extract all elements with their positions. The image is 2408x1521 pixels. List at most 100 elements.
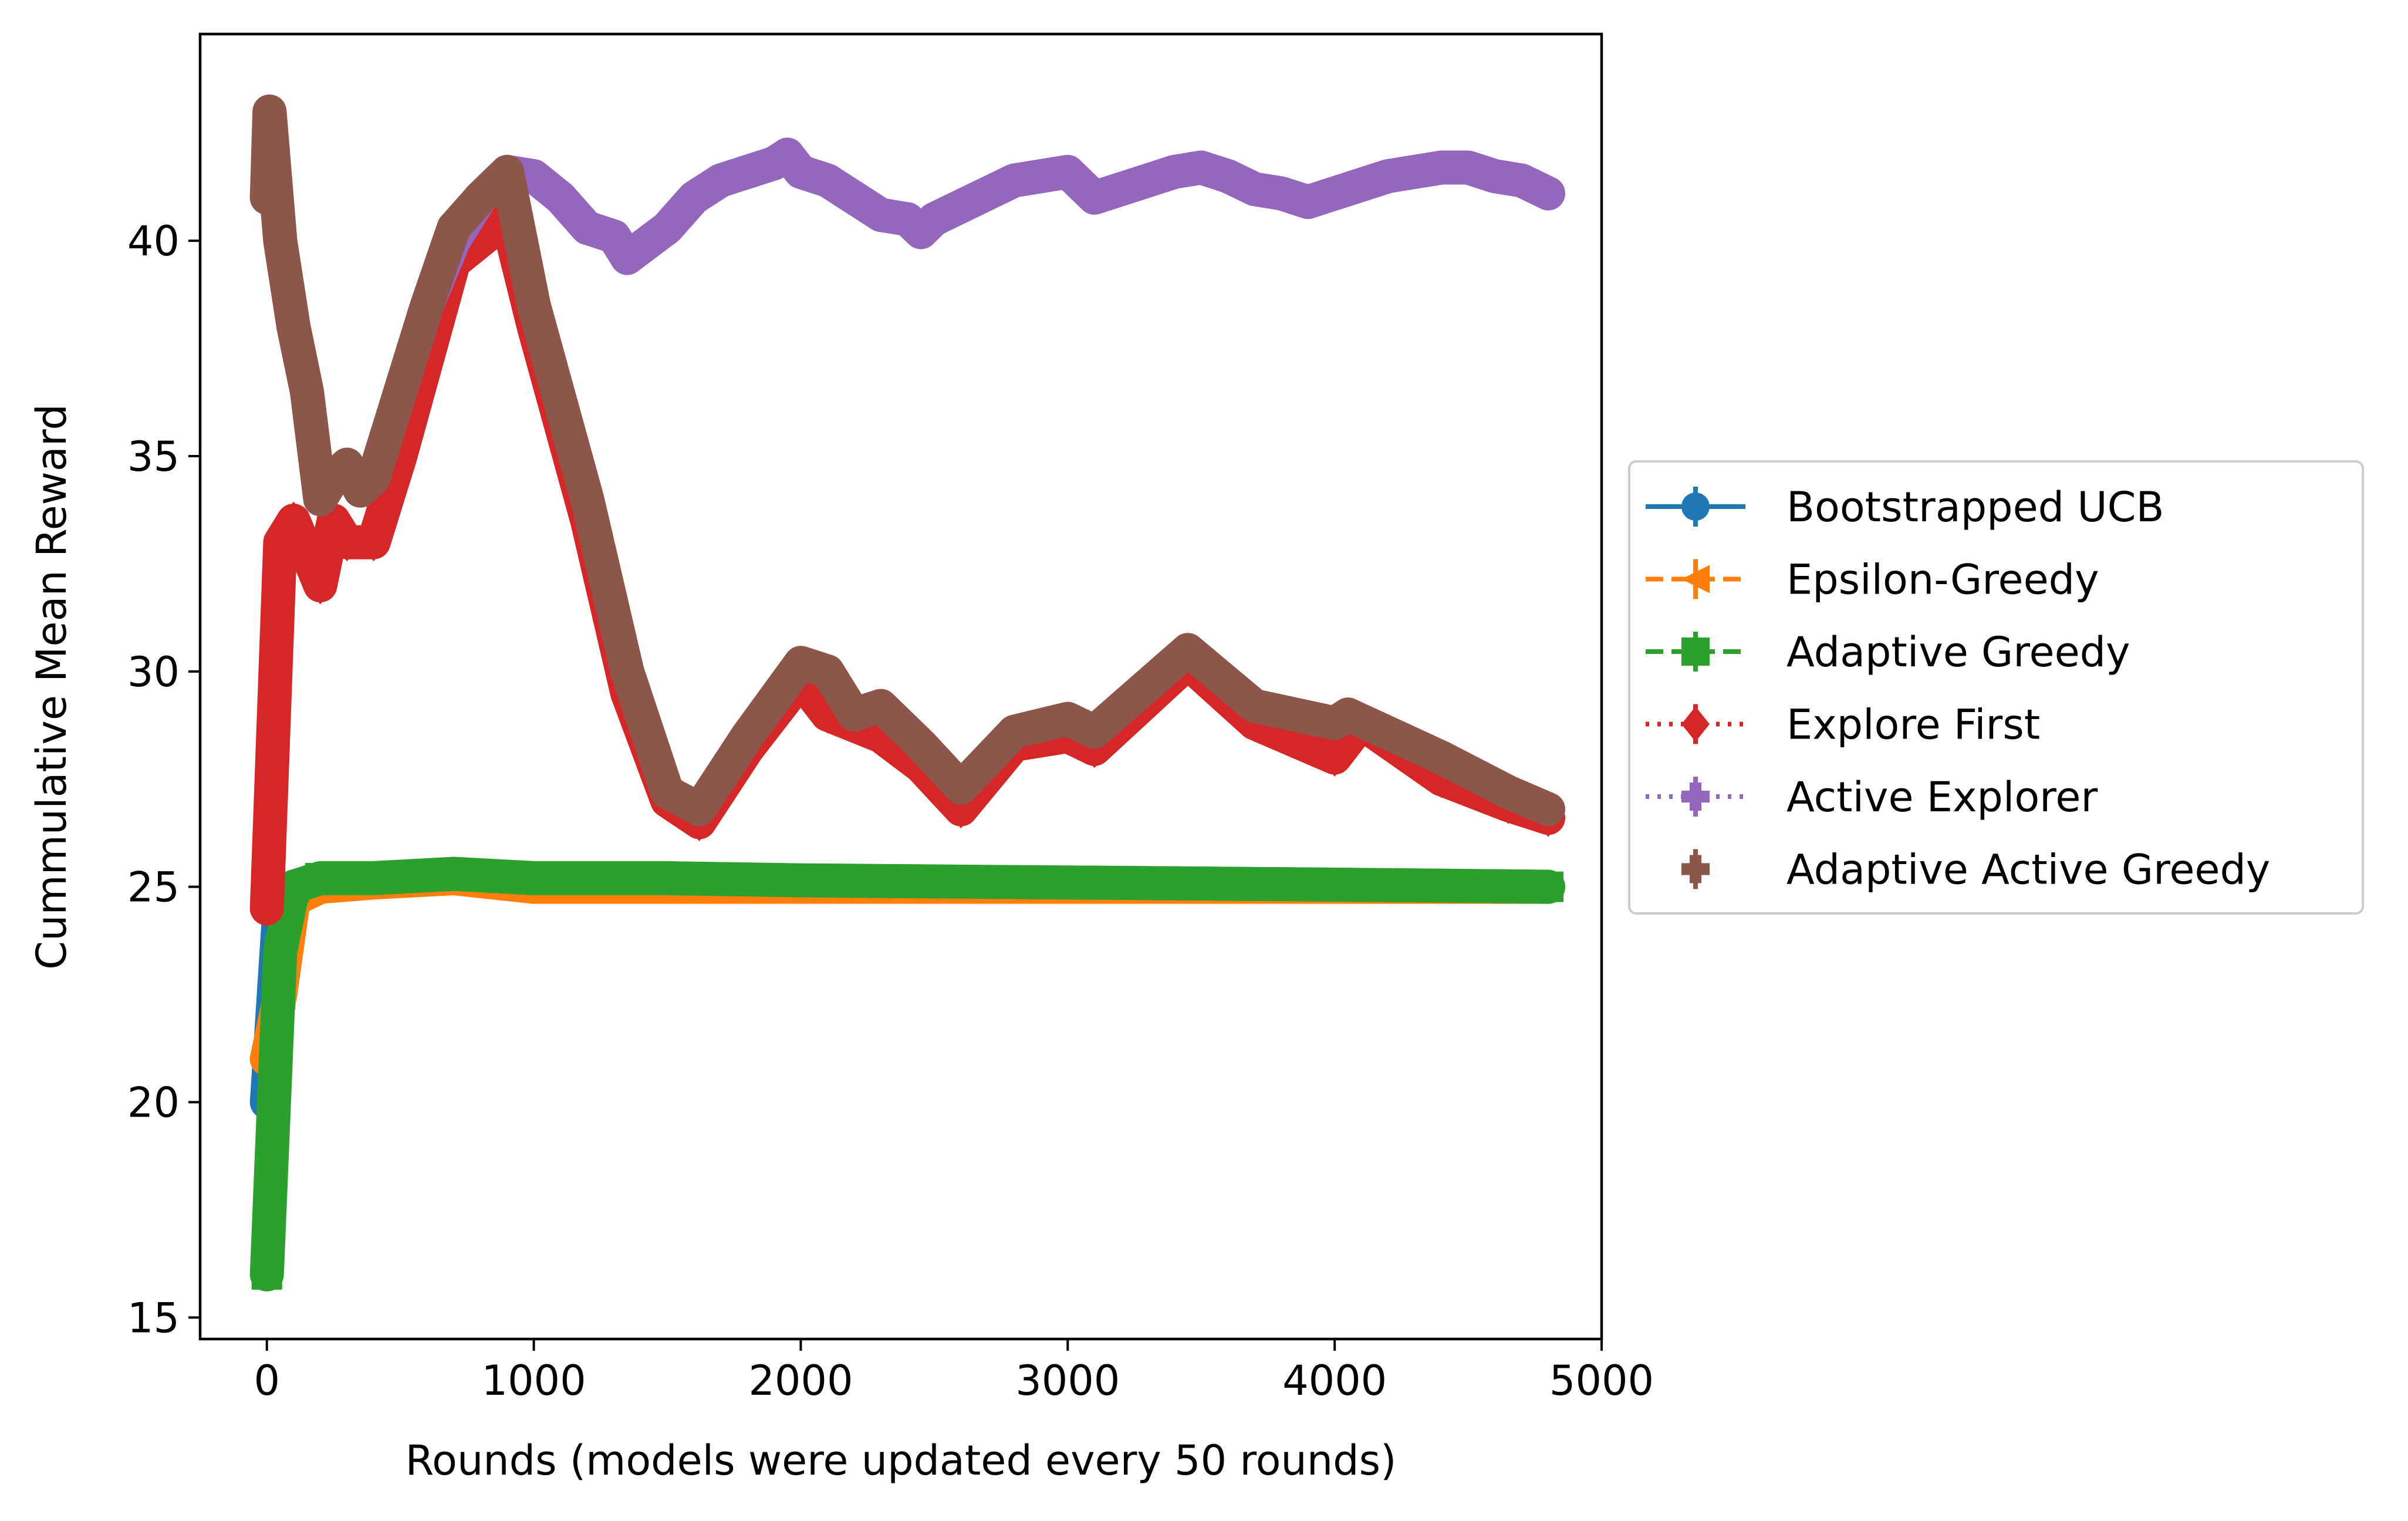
data-point xyxy=(1292,187,1323,218)
data-point xyxy=(865,690,896,721)
data-point xyxy=(1266,178,1297,209)
y-tick-label: 15 xyxy=(127,1294,180,1342)
data-point xyxy=(518,290,549,321)
axes-frame xyxy=(198,32,1603,1341)
y-tick-label: 30 xyxy=(127,648,180,696)
y-tick-label: 40 xyxy=(127,217,180,265)
data-point xyxy=(254,96,285,127)
data-point xyxy=(358,862,389,893)
data-point xyxy=(1106,174,1137,205)
data-point xyxy=(265,523,296,562)
data-point xyxy=(251,889,282,928)
data-point xyxy=(278,311,309,342)
data-point xyxy=(411,290,443,321)
legend-label: Active Explorer xyxy=(1786,773,2098,821)
x-tick-label: 4000 xyxy=(1282,1357,1387,1405)
series-band xyxy=(249,202,1566,926)
data-point xyxy=(345,475,376,506)
data-point xyxy=(612,656,643,687)
data-point xyxy=(385,376,416,407)
legend-label: Adaptive Active Greedy xyxy=(1786,846,2270,894)
data-point xyxy=(1346,169,1377,200)
y-tick-label: 25 xyxy=(127,864,180,912)
legend-item: Explore First xyxy=(1646,701,2040,749)
legend-label: Adaptive Greedy xyxy=(1786,628,2130,676)
data-point xyxy=(465,182,496,213)
plot-content xyxy=(249,95,1566,1291)
data-point xyxy=(732,720,763,751)
data-point xyxy=(572,213,603,244)
data-point xyxy=(305,566,336,605)
data-point xyxy=(1159,156,1190,187)
data-point xyxy=(1399,156,1430,187)
data-point xyxy=(1319,707,1350,738)
legend-item: Adaptive Active Greedy xyxy=(1681,846,2270,894)
data-point xyxy=(1132,165,1163,196)
series-line xyxy=(264,875,1549,1060)
data-point xyxy=(265,936,296,967)
data-point xyxy=(1533,794,1564,825)
legend-label: Explore First xyxy=(1786,701,2040,749)
x-tick-label: 3000 xyxy=(1015,1357,1120,1405)
data-point xyxy=(318,462,349,493)
data-point xyxy=(1533,178,1564,209)
x-tick-label: 1000 xyxy=(481,1357,586,1405)
data-point xyxy=(906,729,937,760)
series-line xyxy=(264,215,1549,909)
legend-label: Epsilon-Greedy xyxy=(1786,556,2099,604)
data-point xyxy=(1319,869,1350,900)
data-point xyxy=(265,225,296,257)
data-point xyxy=(251,182,282,213)
data-point xyxy=(332,449,363,480)
data-point xyxy=(1533,871,1564,902)
data-point xyxy=(438,213,470,244)
data-point xyxy=(1453,152,1484,183)
data-point xyxy=(1239,690,1270,721)
legend: Bootstrapped UCB Epsilon-Greedy Adaptive G… xyxy=(1628,460,2364,915)
series-5 xyxy=(249,95,1566,827)
data-point xyxy=(999,165,1030,196)
data-point xyxy=(371,419,403,450)
data-point xyxy=(1213,161,1244,192)
data-point xyxy=(358,523,389,562)
data-point xyxy=(572,484,603,515)
data-point xyxy=(1319,738,1350,777)
data-point xyxy=(839,182,870,213)
data-point xyxy=(1480,161,1511,192)
data-point xyxy=(358,462,389,493)
series-3 xyxy=(249,200,1566,928)
data-point xyxy=(652,213,683,244)
legend-marker xyxy=(1681,783,1710,811)
data-point xyxy=(518,862,549,893)
legend-item: Adaptive Greedy xyxy=(1646,628,2130,676)
legend-marker xyxy=(1681,855,1710,883)
data-point xyxy=(1172,635,1203,666)
data-point xyxy=(1332,699,1363,730)
data-point xyxy=(1025,161,1056,192)
data-point xyxy=(1186,152,1217,183)
series-2 xyxy=(249,856,1566,1291)
legend-frame xyxy=(1628,460,2364,915)
data-point xyxy=(785,156,816,187)
data-point xyxy=(1426,742,1457,773)
data-point xyxy=(839,699,870,730)
data-point xyxy=(652,862,683,893)
y-axis-label: Cummulative Mean Reward xyxy=(28,404,76,970)
data-point xyxy=(684,794,715,825)
data-point xyxy=(758,148,789,179)
data-point xyxy=(332,523,363,562)
data-point xyxy=(812,656,843,687)
data-point xyxy=(1052,703,1083,734)
y-ticks: 15 20 25 30 35 40 xyxy=(127,217,200,1342)
data-point xyxy=(892,204,923,235)
y-tick-label: 20 xyxy=(127,1078,180,1127)
series-band xyxy=(249,856,1566,1119)
x-tick-label: 2000 xyxy=(748,1357,853,1405)
legend-item: Epsilon-Greedy xyxy=(1646,556,2099,604)
data-point xyxy=(518,161,549,192)
data-point xyxy=(865,200,896,231)
data-point xyxy=(999,716,1030,747)
y-tick-label: 35 xyxy=(127,433,180,481)
series-line xyxy=(264,871,1549,1275)
legend-label: Bootstrapped UCB xyxy=(1786,483,2164,531)
